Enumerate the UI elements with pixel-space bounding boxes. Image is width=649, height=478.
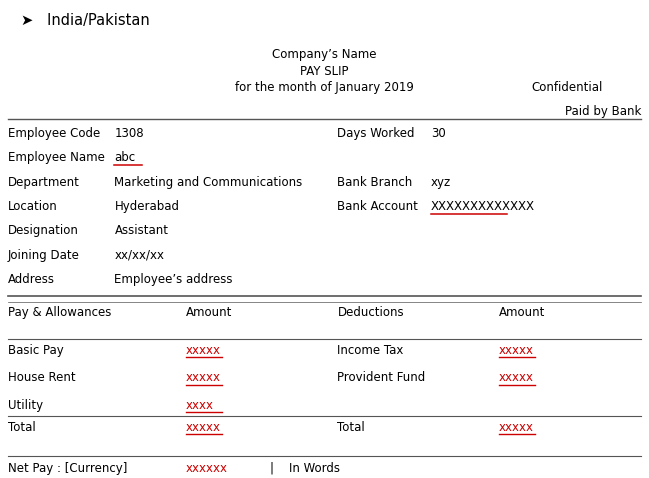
- Text: abc: abc: [114, 152, 136, 164]
- Text: xxxxx: xxxxx: [186, 371, 221, 384]
- Text: Amount: Amount: [186, 306, 232, 319]
- Text: 30: 30: [431, 127, 446, 140]
- Text: xxxxxx: xxxxxx: [186, 462, 228, 475]
- Text: xyz: xyz: [431, 175, 451, 189]
- Text: xxxxx: xxxxx: [499, 421, 534, 434]
- Text: Address: Address: [8, 273, 55, 286]
- Text: Employee Code: Employee Code: [8, 127, 100, 140]
- Text: xxxxx: xxxxx: [186, 344, 221, 358]
- Text: Designation: Designation: [8, 224, 79, 238]
- Text: Employee Name: Employee Name: [8, 152, 104, 164]
- Text: |: |: [269, 462, 274, 475]
- Text: Joining Date: Joining Date: [8, 249, 80, 262]
- Text: xxxxx: xxxxx: [186, 421, 221, 434]
- Text: Total: Total: [337, 421, 365, 434]
- Text: Confidential: Confidential: [532, 81, 603, 94]
- Text: XXXXXXXXXXXXX: XXXXXXXXXXXXX: [431, 200, 535, 213]
- Text: Deductions: Deductions: [337, 306, 404, 319]
- Text: In Words: In Words: [289, 462, 340, 475]
- Text: House Rent: House Rent: [8, 371, 75, 384]
- Text: Net Pay : [Currency]: Net Pay : [Currency]: [8, 462, 127, 475]
- Text: Marketing and Communications: Marketing and Communications: [114, 175, 302, 189]
- Text: Bank Account: Bank Account: [337, 200, 419, 213]
- Text: for the month of January 2019: for the month of January 2019: [235, 81, 414, 94]
- Text: Paid by Bank: Paid by Bank: [565, 105, 641, 119]
- Text: Hyderabad: Hyderabad: [114, 200, 180, 213]
- Text: ➤   India/Pakistan: ➤ India/Pakistan: [21, 13, 149, 28]
- Text: xxxxx: xxxxx: [499, 344, 534, 358]
- Text: Income Tax: Income Tax: [337, 344, 404, 358]
- Text: Total: Total: [8, 421, 36, 434]
- Text: Location: Location: [8, 200, 58, 213]
- Text: PAY SLIP: PAY SLIP: [300, 65, 349, 77]
- Text: Provident Fund: Provident Fund: [337, 371, 426, 384]
- Text: 1308: 1308: [114, 127, 144, 140]
- Text: Employee’s address: Employee’s address: [114, 273, 233, 286]
- Text: Days Worked: Days Worked: [337, 127, 415, 140]
- Text: Company’s Name: Company’s Name: [272, 48, 377, 61]
- Text: Amount: Amount: [499, 306, 545, 319]
- Text: Basic Pay: Basic Pay: [8, 344, 64, 358]
- Text: Bank Branch: Bank Branch: [337, 175, 413, 189]
- Text: Department: Department: [8, 175, 80, 189]
- Text: xx/xx/xx: xx/xx/xx: [114, 249, 164, 262]
- Text: xxxxx: xxxxx: [499, 371, 534, 384]
- Text: xxxx: xxxx: [186, 399, 214, 412]
- Text: Pay & Allowances: Pay & Allowances: [8, 306, 111, 319]
- Text: Utility: Utility: [8, 399, 43, 412]
- Text: Assistant: Assistant: [114, 224, 169, 238]
